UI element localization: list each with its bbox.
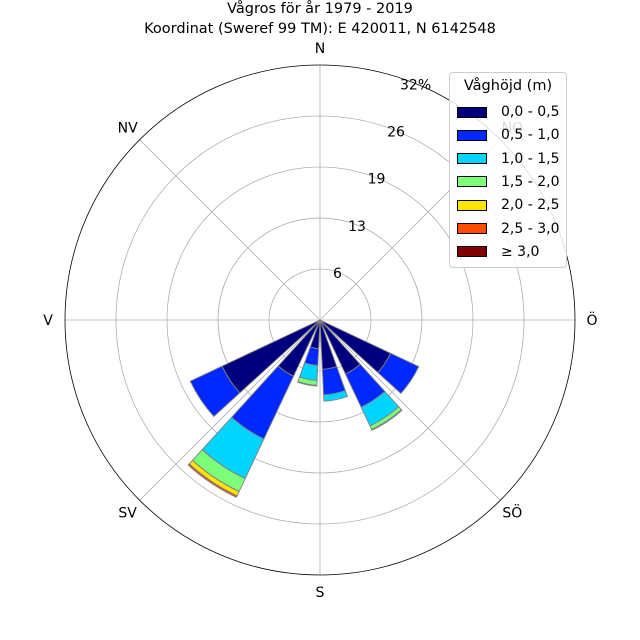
legend-entry: ≥ 3,0 bbox=[457, 243, 539, 261]
radial-tick-label: 32% bbox=[400, 77, 431, 93]
chart-title: Vågros för år 1979 - 2019 bbox=[227, 0, 413, 17]
legend: Våghöjd (m) 0,0 - 0,5 0,5 - 1,0 1,0 - 1,5 1… bbox=[449, 72, 567, 268]
legend-entry: 2,5 - 3,0 bbox=[457, 220, 559, 238]
wave-bar-segment bbox=[187, 463, 238, 498]
wave-bar-segment bbox=[189, 365, 241, 418]
legend-swatch bbox=[457, 106, 487, 118]
radial-tick-label: 13 bbox=[348, 219, 366, 235]
direction-label: N bbox=[315, 41, 325, 57]
direction-label: S bbox=[316, 585, 325, 601]
legend-entry: 1,5 - 2,0 bbox=[457, 173, 559, 191]
radial-tick-label: 26 bbox=[387, 125, 405, 141]
direction-label: Ö bbox=[586, 311, 597, 329]
legend-entry: 0,5 - 1,0 bbox=[457, 126, 559, 144]
direction-label: NV bbox=[118, 121, 138, 137]
legend-swatch bbox=[457, 153, 487, 165]
direction-label: SV bbox=[118, 505, 137, 521]
radial-tick-label: 19 bbox=[368, 172, 386, 188]
radial-labels: 6 13 19 26 32% bbox=[333, 77, 431, 281]
bars bbox=[187, 319, 420, 498]
legend-label: 1,0 - 1,5 bbox=[501, 150, 560, 167]
wave-bar-segment bbox=[297, 380, 318, 387]
grid-spoke bbox=[139, 139, 321, 321]
chart-subtitle: Koordinat (Sweref 99 TM): E 420011, N 61… bbox=[144, 21, 496, 37]
grid-spoke bbox=[319, 319, 501, 501]
wave-bar-segment bbox=[377, 352, 420, 395]
legend-swatch bbox=[457, 129, 487, 141]
wave-bar-segment bbox=[323, 389, 349, 402]
legend-label: 0,0 - 0,5 bbox=[501, 104, 560, 120]
legend-swatch bbox=[457, 246, 487, 258]
legend-swatch bbox=[457, 199, 487, 211]
radial-grid bbox=[65, 65, 575, 575]
legend-label: 2,0 - 2,5 bbox=[501, 197, 560, 214]
legend-label: ≥ 3,0 bbox=[501, 243, 540, 260]
legend-swatch bbox=[457, 223, 487, 234]
direction-label: V bbox=[43, 313, 53, 329]
legend-swatch bbox=[457, 176, 487, 188]
radial-tick-label: 6 bbox=[333, 266, 342, 282]
wave-bar-segment bbox=[321, 365, 346, 396]
legend-entry: 0,0 - 0,5 bbox=[457, 103, 559, 121]
wave-bar-segment bbox=[304, 346, 320, 366]
legend-label: 0,5 - 1,0 bbox=[501, 127, 560, 144]
wave-bar-segment bbox=[371, 409, 403, 431]
legend-title: Våghöjd (m) bbox=[463, 78, 553, 94]
legend-entry: 2,0 - 2,5 bbox=[457, 196, 559, 214]
grid-spoke bbox=[139, 319, 321, 501]
legend-entry: 1,0 - 1,5 bbox=[457, 150, 559, 168]
legend-label: 2,5 - 3,0 bbox=[501, 220, 560, 237]
outer-ring bbox=[64, 64, 576, 576]
legend-label: 1,5 - 2,0 bbox=[501, 173, 560, 190]
direction-label: SÖ bbox=[502, 503, 522, 521]
